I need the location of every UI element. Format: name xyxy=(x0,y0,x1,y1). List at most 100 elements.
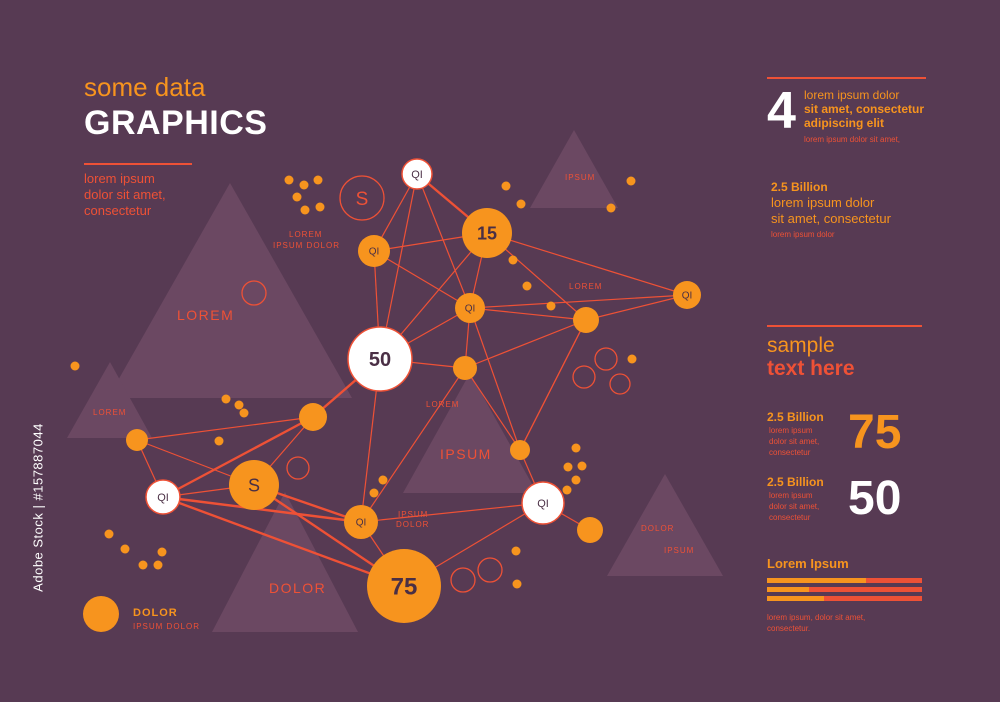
dot xyxy=(522,281,532,291)
block2-title: 2.5 Billion xyxy=(771,180,828,194)
node-label: QI xyxy=(411,169,423,181)
annotation-dolor-2: DOLOR xyxy=(396,520,430,529)
link-p_or5-p_or1 xyxy=(519,319,587,451)
dot xyxy=(606,203,616,213)
dot xyxy=(104,529,114,539)
link-n_qi_mid-p_or5 xyxy=(469,307,521,451)
dot xyxy=(571,475,581,485)
node-p_or6 xyxy=(577,517,603,543)
node-n_qi_center: QI xyxy=(344,505,378,539)
node-n_qi_white_right: QI xyxy=(521,481,565,525)
node-n_75: 75 xyxy=(367,549,441,623)
stat1-line-2: dolor sit amet, xyxy=(769,437,820,446)
outline-ring xyxy=(609,373,631,395)
dot xyxy=(626,176,636,186)
node-label: QI xyxy=(369,247,380,258)
progress-fill xyxy=(767,578,867,583)
dot xyxy=(501,181,511,191)
triangle-layer xyxy=(67,130,723,632)
block2-line-1: lorem ipsum dolor xyxy=(771,195,875,210)
triangle-label-ipsum-top: IPSUM xyxy=(565,173,596,182)
s-outline-ring xyxy=(339,175,385,221)
triangle-bottom xyxy=(212,492,358,632)
outline-ring xyxy=(594,347,618,371)
stat1-line-3: consectetur xyxy=(769,448,811,457)
legend-title: DOLOR xyxy=(133,607,178,619)
block2-small: lorem ipsum dolor xyxy=(771,230,835,239)
node-circle xyxy=(455,293,485,323)
link-p_or1-n_qi_right xyxy=(585,294,688,321)
outline-ring xyxy=(572,365,596,389)
stat2-title: 2.5 Billion xyxy=(767,475,824,489)
dot xyxy=(299,180,309,190)
node-n_50: 50 xyxy=(347,326,413,392)
dot xyxy=(292,192,302,202)
dot xyxy=(512,579,522,589)
intro-line-1: lorem ipsum xyxy=(84,171,155,186)
node-circle xyxy=(347,326,413,392)
annotation-lorem-right: LOREM xyxy=(569,282,603,291)
progress-track xyxy=(767,578,922,583)
node-circle xyxy=(367,549,441,623)
progress-fill xyxy=(767,587,809,592)
node-n_s: S xyxy=(229,460,279,510)
dot xyxy=(546,301,556,311)
dot xyxy=(562,485,572,495)
link-n_qi_center-n_qi_white_right xyxy=(360,502,544,523)
outline-ring xyxy=(241,280,267,306)
node-label: QI xyxy=(157,492,169,504)
dot xyxy=(239,408,249,418)
progress-track xyxy=(767,596,922,601)
stock-credit: Adobe Stock | #157887044 xyxy=(30,423,46,592)
dot xyxy=(214,436,224,446)
node-circle xyxy=(401,158,433,190)
bars-title: Lorem Ipsum xyxy=(767,556,849,571)
ring-layer: S xyxy=(241,175,631,593)
annotation-lorem-1: LOREM xyxy=(289,230,323,239)
triangle-label-lorem-big: LOREM xyxy=(177,307,235,323)
stat1-line-1: lorem ipsum xyxy=(769,426,813,435)
link-p_or2-n_qi_center xyxy=(360,367,466,523)
annotation-ipsum-2: IPSUM xyxy=(398,510,429,519)
footer-line-1: lorem ipsum, dolor sit amet, xyxy=(767,613,866,622)
node-layer: QI QI 15 QI QI 50 S QI QI QI 75 xyxy=(126,158,701,623)
triangle-big-left xyxy=(108,183,352,398)
right-rule-top xyxy=(767,77,926,79)
link-p_or3-n_qi_lower xyxy=(162,415,314,499)
legend-subtitle: IPSUM DOLOR xyxy=(133,622,201,631)
intro-line-3: consectetur xyxy=(84,203,152,218)
node-circle xyxy=(344,505,378,539)
dot-layer xyxy=(70,175,637,632)
node-p_or5 xyxy=(510,440,530,460)
stat2-value: 50 xyxy=(848,472,902,525)
stat1-title: 2.5 Billion xyxy=(767,410,824,424)
link-n_qi_mid-p_or1 xyxy=(469,307,587,321)
node-n_qi_top: QI xyxy=(401,158,433,190)
node-label: 75 xyxy=(391,574,418,601)
node-label: QI xyxy=(356,518,367,529)
dot xyxy=(627,354,637,364)
node-circle xyxy=(521,481,565,525)
annotation-lorem-center: LOREM xyxy=(426,400,460,409)
node-n_qi_right: QI xyxy=(673,281,701,309)
dot xyxy=(516,199,526,209)
sample-label: sample xyxy=(767,334,835,357)
header-subtitle: some data xyxy=(84,72,206,102)
progress-fill xyxy=(767,596,825,601)
dot xyxy=(234,400,244,410)
stat2-line-3: consectetur xyxy=(769,513,811,522)
node-circle xyxy=(673,281,701,309)
stat2-line-2: dolor sit amet, xyxy=(769,502,820,511)
node-p_or2 xyxy=(453,356,477,380)
dot xyxy=(284,175,294,185)
dot xyxy=(577,461,587,471)
block1-line-1: lorem ipsum dolor xyxy=(804,88,900,102)
text-here-label: text here xyxy=(767,357,855,380)
block1-line-2: sit amet, consectetur xyxy=(804,102,925,116)
triangle-label-dolor-bottom: DOLOR xyxy=(269,580,327,596)
triangle-top-right xyxy=(530,130,618,208)
node-label: QI xyxy=(537,498,549,510)
block1-line-3: adipiscing elit xyxy=(804,116,885,130)
big-number-4: 4 xyxy=(767,82,796,140)
